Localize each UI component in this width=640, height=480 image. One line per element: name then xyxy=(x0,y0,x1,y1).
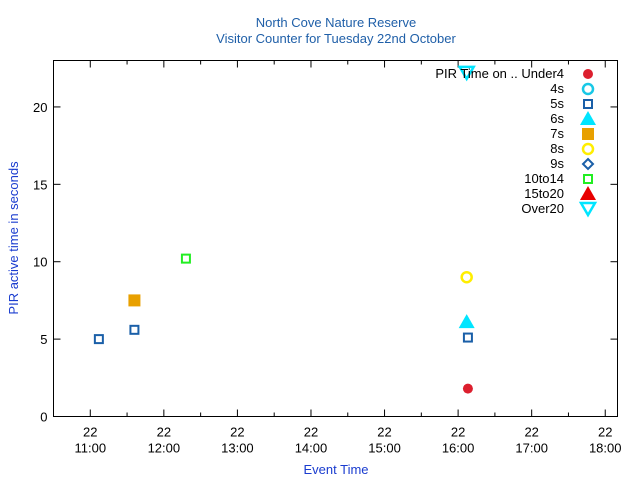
legend-series-name: Under4 xyxy=(521,66,564,81)
chart-title: North Cove Nature Reserve xyxy=(256,15,416,30)
x-tick-day: 22 xyxy=(377,425,391,440)
y-tick-label: 5 xyxy=(40,332,47,347)
legend-series-name: 9s xyxy=(550,156,564,171)
x-tick-day: 22 xyxy=(304,425,318,440)
x-tick-time: 15:00 xyxy=(368,441,401,456)
data-point xyxy=(462,332,473,343)
data-point xyxy=(128,294,141,307)
legend-marker xyxy=(583,99,593,109)
data-points xyxy=(93,65,476,394)
legend-label: 9s xyxy=(550,156,564,171)
y-tick-label: 0 xyxy=(40,410,47,425)
legend-series-name: 5s xyxy=(550,96,564,111)
y-tick-label: 15 xyxy=(33,177,47,192)
y-tick-label: 10 xyxy=(33,255,47,270)
legend-marker xyxy=(583,174,593,184)
legend-marker xyxy=(582,128,594,140)
x-tick-time: 18:00 xyxy=(589,441,622,456)
legend-marker xyxy=(578,201,598,218)
data-point xyxy=(129,324,140,335)
x-tick-day: 22 xyxy=(524,425,538,440)
x-axis-ticks: 2211:002212:002213:002214:002215:002216:… xyxy=(74,60,622,456)
data-point xyxy=(462,383,473,394)
legend: PIR Time on .. Under44s5s6s7s8s9s10to141… xyxy=(435,66,598,218)
legend-series-name: 15to20 xyxy=(524,186,564,201)
x-tick-day: 22 xyxy=(598,425,612,440)
x-axis-label: Event Time xyxy=(303,462,368,477)
legend-marker xyxy=(580,186,596,200)
legend-label: 5s xyxy=(550,96,564,111)
legend-marker xyxy=(581,157,595,171)
y-tick-label: 20 xyxy=(33,100,47,115)
y-axis-label: PIR active time in seconds xyxy=(6,161,21,315)
chart-subtitle: Visitor Counter for Tuesday 22nd October xyxy=(216,31,456,46)
data-point xyxy=(93,334,104,345)
x-tick-day: 22 xyxy=(157,425,171,440)
data-point xyxy=(180,253,191,264)
legend-series-name: 4s xyxy=(550,81,564,96)
legend-marker xyxy=(581,142,595,156)
x-tick-day: 22 xyxy=(451,425,465,440)
x-tick-time: 17:00 xyxy=(515,441,548,456)
data-point xyxy=(460,270,473,284)
legend-marker xyxy=(583,69,593,79)
legend-series-name: 10to14 xyxy=(524,171,564,186)
legend-series-name: 7s xyxy=(550,126,564,141)
data-point xyxy=(457,65,476,82)
legend-title: PIR Time on .. xyxy=(435,66,521,81)
legend-label: 4s xyxy=(550,81,564,96)
x-tick-time: 11:00 xyxy=(74,441,106,456)
legend-label: 15to20 xyxy=(524,186,564,201)
x-tick-time: 12:00 xyxy=(148,441,181,456)
legend-label: 6s xyxy=(550,111,564,126)
legend-series-name: 8s xyxy=(550,141,564,156)
data-point xyxy=(458,314,475,329)
plot-frame xyxy=(53,60,618,417)
x-tick-time: 16:00 xyxy=(442,441,475,456)
x-tick-day: 22 xyxy=(230,425,244,440)
legend-label: 7s xyxy=(550,126,564,141)
legend-marker xyxy=(581,82,595,96)
x-tick-day: 22 xyxy=(83,425,97,440)
y-axis-ticks: 0 5 10 15 20 xyxy=(33,100,618,425)
legend-label: Over20 xyxy=(521,201,564,216)
x-tick-time: 13:00 xyxy=(221,441,254,456)
legend-label: 10to14 xyxy=(524,171,564,186)
legend-label: PIR Time on .. Under4 xyxy=(435,66,564,81)
x-tick-time: 14:00 xyxy=(295,441,328,456)
legend-label: 8s xyxy=(550,141,564,156)
legend-series-name: 6s xyxy=(550,111,564,126)
legend-series-name: Over20 xyxy=(521,201,564,216)
legend-marker xyxy=(580,111,596,125)
